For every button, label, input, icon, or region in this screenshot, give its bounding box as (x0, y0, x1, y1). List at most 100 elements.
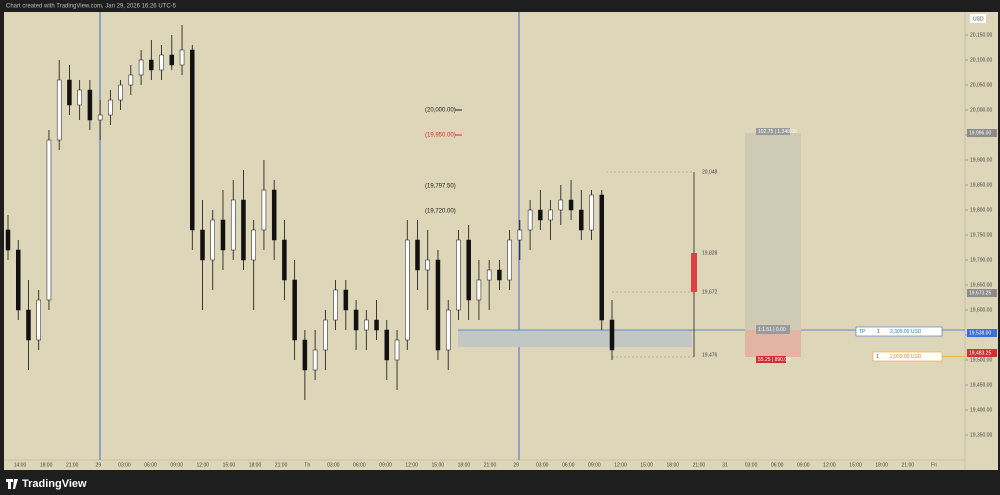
time-tick-label: 06:00 (562, 462, 575, 468)
order-tag: 1 (876, 354, 879, 360)
price-highlight: 19,483.25 (969, 350, 991, 356)
measure-label: 20,048 (702, 169, 718, 175)
time-tick-label: 18:00 (249, 462, 262, 468)
candle-body (169, 54, 175, 66)
caption: Chart created with TradingView.com, Jan … (6, 4, 177, 10)
candle-body (445, 309, 451, 351)
price-tick-label: 19,450.00 (970, 382, 992, 388)
candle-body (435, 259, 441, 351)
order-box[interactable] (855, 326, 943, 337)
price-highlight-box (967, 129, 997, 137)
candle-body (87, 89, 93, 121)
target-label: 102.75 | 1,348.00 (758, 129, 797, 135)
currency-box (970, 14, 986, 23)
candle-body (36, 299, 41, 341)
price-tick-label: 19,850.00 (970, 182, 992, 188)
time-tick-label: Fri (931, 462, 937, 468)
candle-body (323, 319, 328, 351)
time-tick-label: 18:00 (667, 462, 680, 468)
candle-body (210, 219, 215, 261)
candle-body (599, 194, 605, 321)
candle-body (15, 249, 21, 311)
candle-body (466, 239, 471, 301)
candle-body (527, 209, 533, 231)
time-tick-label: 12:00 (197, 462, 210, 468)
candle-body (302, 339, 308, 371)
time-tick-label: 03:00 (536, 462, 549, 468)
time-tick-label: Th (304, 462, 310, 468)
candle-body (394, 339, 400, 361)
candle-body (568, 199, 574, 211)
time-tick-label: 06:00 (144, 462, 157, 468)
candle-body (538, 209, 543, 221)
brand-logo (6, 479, 18, 489)
candle-body (138, 59, 144, 76)
price-tick-label: 20,050.00 (970, 82, 992, 88)
time-tick-label: 21:00 (66, 462, 79, 468)
candle-body (609, 319, 615, 351)
measure-bar (691, 253, 697, 292)
target-zone (745, 133, 801, 330)
price-tick-label: 20,000.00 (970, 107, 992, 113)
candle-body (579, 209, 584, 231)
price-tick-label: 19,350.00 (970, 432, 992, 438)
candle-body (333, 289, 338, 321)
time-tick-label: 03:00 (327, 462, 340, 468)
candle-body (425, 259, 430, 271)
candle-body (128, 74, 134, 86)
time-tick-label: 21:00 (275, 462, 288, 468)
candle-body (261, 189, 267, 231)
candle-body (558, 199, 564, 211)
time-tick-label: 03:00 (745, 462, 758, 468)
candle-body (476, 279, 482, 301)
candle-body (200, 229, 205, 261)
candle-body (5, 229, 11, 251)
time-tick-label: 18:00 (458, 462, 471, 468)
time-tick-label: 14:00 (14, 462, 27, 468)
currency: USD (973, 16, 984, 22)
time-tick-label: 12:00 (614, 462, 627, 468)
price-tick-label: 19,800.00 (970, 207, 992, 213)
level-label: (19,950.00) (425, 133, 456, 139)
candle-body (497, 269, 502, 281)
candle-body (97, 114, 103, 121)
time-tick-label: 31 (722, 462, 728, 468)
label-box (756, 356, 786, 363)
time-tick-label: 09:00 (379, 462, 392, 468)
time-tick-label: 15:00 (223, 462, 236, 468)
price-highlight-box (967, 289, 997, 297)
candle-body (56, 79, 62, 141)
candle-body (241, 199, 246, 261)
price-tick-label: 19,500.00 (970, 357, 992, 363)
label-box (756, 128, 790, 135)
candle-body (67, 79, 72, 106)
candle-body (374, 319, 379, 331)
candle-body (384, 329, 390, 361)
order-amount: 2,309.00 USD (890, 329, 922, 335)
time-tick-label: 21:00 (693, 462, 706, 468)
measure-label: 19,828 (702, 250, 718, 256)
candle-body (118, 84, 123, 101)
price-tick-label: 20,150.00 (970, 32, 992, 38)
candle-body (517, 229, 523, 241)
price-tick-label: 19,650.00 (970, 282, 992, 288)
candle-body (364, 319, 369, 331)
order-amount: 2,059.00 USD (890, 354, 922, 360)
time-tick-label: 12:00 (405, 462, 418, 468)
candle-body (159, 54, 164, 71)
chart-panel (4, 12, 998, 470)
candle-body (353, 309, 359, 331)
time-tick-label: 06:00 (353, 462, 366, 468)
price-tick-label: 19,900.00 (970, 157, 992, 163)
time-tick-label: 09:00 (588, 462, 601, 468)
candle-body (108, 99, 113, 116)
candle-body (456, 239, 461, 311)
zone (458, 330, 692, 347)
candle-body (589, 194, 594, 231)
candle-body (77, 89, 82, 106)
order-qty: 1 (877, 329, 880, 335)
time-tick-label: 03:00 (118, 462, 131, 468)
candle-body (179, 49, 185, 66)
